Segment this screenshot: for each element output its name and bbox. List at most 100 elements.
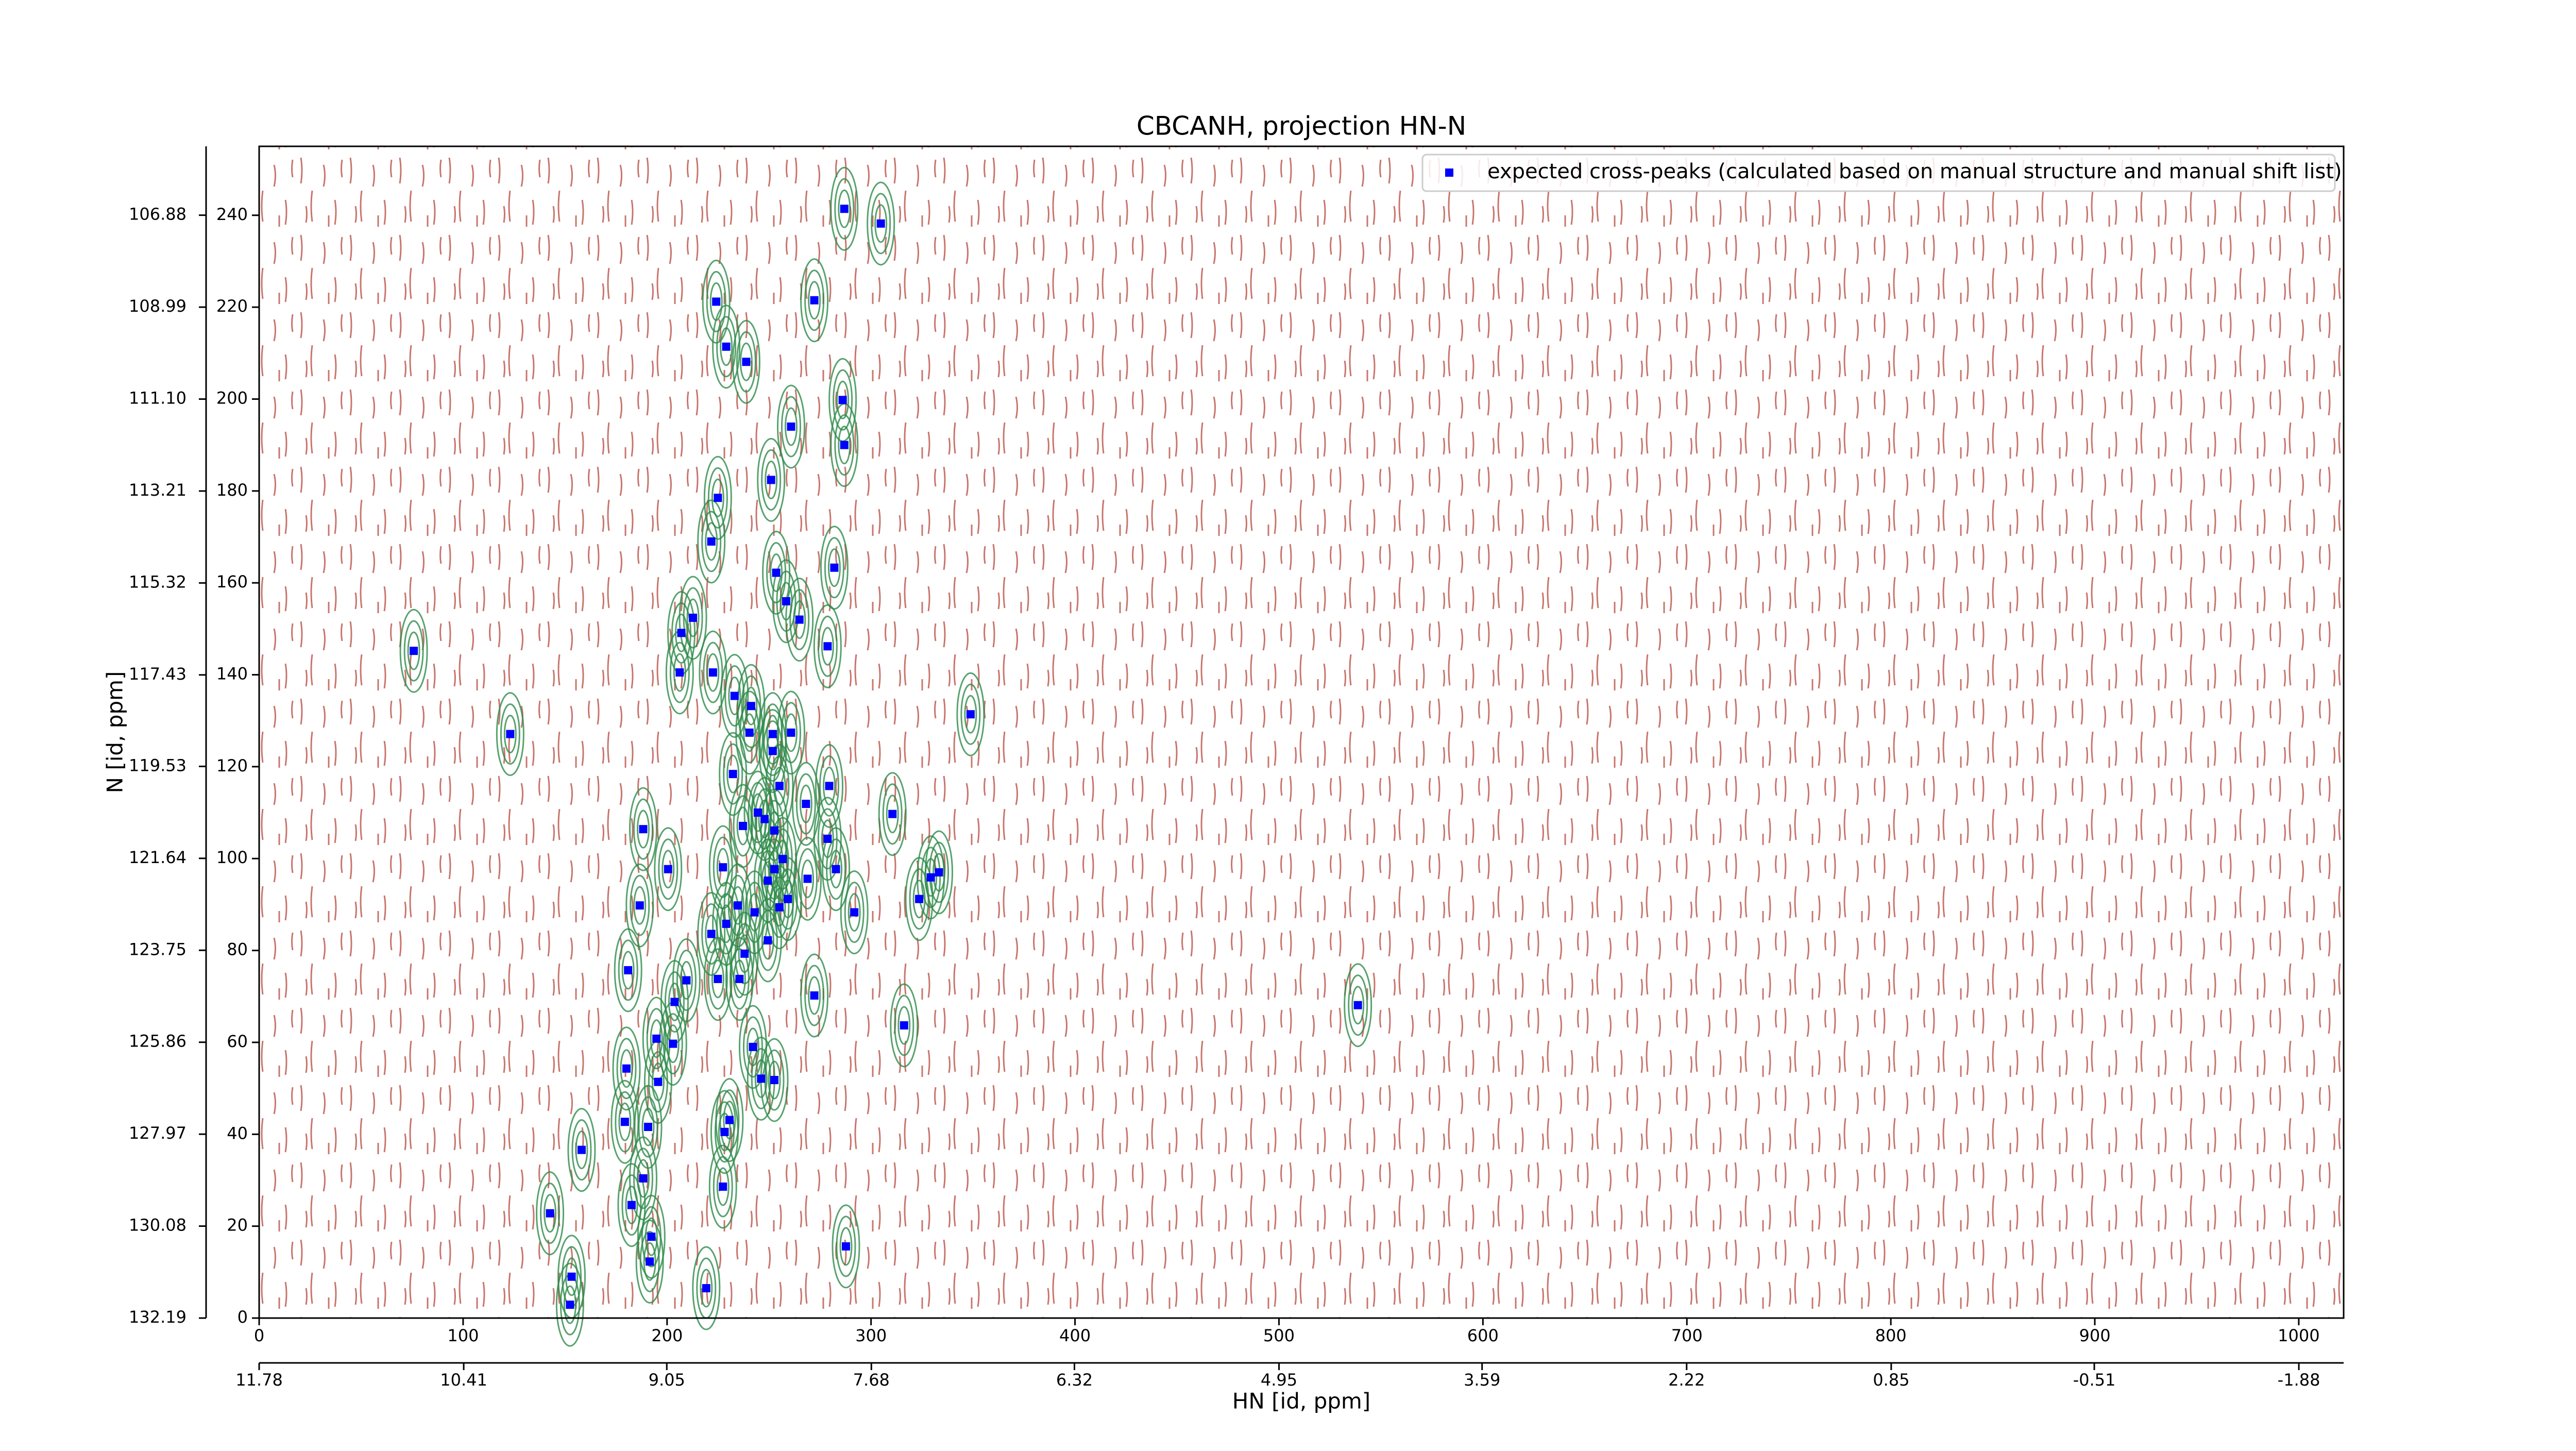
cross-peak — [635, 901, 644, 910]
cross-peak — [689, 613, 698, 622]
peak-contour — [692, 1246, 721, 1330]
cross-peak — [784, 895, 792, 903]
peak-contour — [536, 1171, 565, 1256]
peak-contour — [703, 937, 732, 1021]
peak-contour — [821, 627, 834, 666]
peak-contour — [540, 1183, 561, 1244]
peak-contour — [761, 449, 782, 511]
legend-box — [1421, 154, 2336, 192]
peak-contour — [839, 1227, 853, 1266]
cross-peak — [708, 668, 717, 677]
peak-contour — [743, 713, 756, 752]
y-tick-label: 160 — [216, 572, 248, 592]
peak-contour — [739, 342, 753, 381]
peak-contour — [719, 732, 748, 816]
y2-tick-label: 119.53 — [129, 755, 187, 775]
cross-peak — [966, 710, 975, 719]
peak-contour — [716, 848, 730, 887]
cross-peak — [714, 974, 722, 983]
cross-peak — [567, 1272, 576, 1281]
peak-contour — [793, 600, 806, 639]
peak-contour — [773, 888, 786, 927]
peak-contour — [664, 971, 685, 1033]
peak-contour — [710, 1090, 739, 1174]
peak-contour — [800, 258, 829, 343]
peak-contour — [799, 784, 812, 823]
cross-peak — [764, 936, 772, 944]
peak-contour — [823, 766, 836, 805]
peak-contour — [635, 1219, 664, 1304]
peak-contour — [813, 604, 842, 688]
peak-contour — [643, 1242, 656, 1281]
cross-peak — [577, 1145, 586, 1154]
peak-contour — [742, 1016, 763, 1078]
peak-contour — [712, 305, 741, 389]
peak-contour — [960, 683, 981, 745]
x2-tick-label: 10.41 — [440, 1370, 487, 1390]
peak-contour — [686, 598, 700, 637]
peak-contour — [716, 1167, 730, 1206]
peak-contour — [630, 874, 650, 936]
peak-contour — [703, 455, 732, 540]
cross-peak — [728, 770, 737, 779]
peak-contour — [707, 467, 728, 529]
y-tick-label: 200 — [216, 388, 248, 408]
peak-contour — [407, 631, 420, 670]
peak-contour — [874, 204, 888, 243]
peak-contour — [798, 848, 818, 909]
peak-contour — [736, 806, 750, 846]
x2-tick-label: 3.59 — [1464, 1370, 1500, 1390]
y2-tick-label: 106.88 — [129, 205, 187, 224]
x2-tick-label: -1.88 — [2278, 1370, 2320, 1390]
peak-contour — [720, 654, 749, 738]
peak-contour — [769, 755, 790, 817]
cross-peak — [506, 730, 515, 738]
peak-contour — [824, 537, 844, 599]
peak-contour — [808, 281, 821, 320]
peak-contour — [834, 178, 855, 240]
peak-contour — [840, 870, 869, 955]
peak-contour — [836, 1216, 856, 1277]
cross-peak — [810, 991, 819, 1000]
peak-contour — [731, 886, 744, 925]
peak-contour — [673, 653, 686, 692]
peak-contour — [822, 827, 851, 912]
cross-peak — [735, 974, 744, 983]
cross-peak — [750, 908, 759, 917]
cross-peak — [768, 730, 777, 738]
cross-peak — [654, 1077, 663, 1086]
cross-peak — [915, 895, 924, 903]
y2-tick-label: 113.21 — [129, 480, 187, 500]
peak-contour — [633, 886, 647, 925]
peak-contour — [848, 893, 861, 932]
legend-marker — [1445, 168, 1453, 177]
peak-contour — [636, 1159, 650, 1198]
peak-contour — [754, 788, 775, 850]
peak-contour — [725, 937, 754, 1021]
x-tick-label: 400 — [1059, 1326, 1091, 1345]
legend: expected cross-peaks (calculated based o… — [1421, 154, 2342, 192]
peak-contour — [706, 271, 726, 332]
peak-contour — [878, 772, 907, 856]
peak-contour — [701, 903, 722, 965]
peak-contour — [776, 384, 805, 469]
cross-peak — [782, 597, 790, 605]
peak-contour — [770, 553, 783, 593]
peak-contour — [733, 959, 746, 999]
peak-contour — [641, 1107, 655, 1146]
peak-contour — [662, 850, 675, 889]
peak-contour — [702, 259, 731, 344]
peak-contour — [706, 653, 720, 692]
peak-contour — [575, 1131, 588, 1170]
peak-contour — [620, 1049, 633, 1088]
y-tick-label: 120 — [216, 756, 248, 775]
peak-contour — [720, 904, 733, 943]
peak-contour — [737, 664, 766, 748]
peak-contour — [826, 838, 846, 900]
peak-contour — [639, 1230, 660, 1292]
y-tick-label: 0 — [238, 1307, 248, 1327]
x2-tick-label: 6.32 — [1056, 1370, 1093, 1390]
cross-peak — [740, 949, 749, 958]
peak-contour — [567, 1108, 596, 1192]
x-axis-title: HN [id, ppm] — [1232, 1389, 1370, 1414]
